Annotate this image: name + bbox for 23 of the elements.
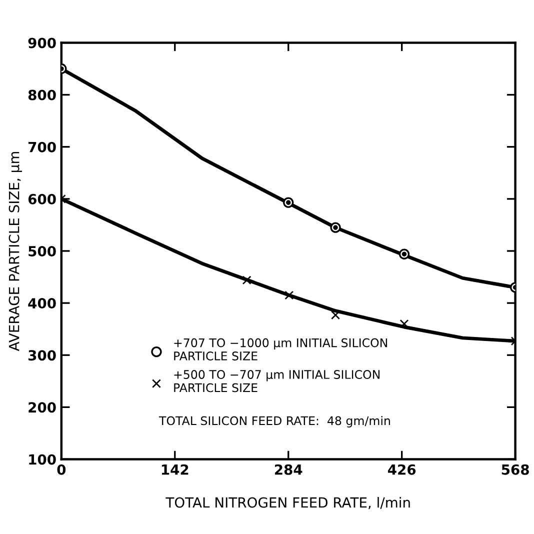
legend-label: +707 TO −1000 µm INITIAL SILICON PARTICLE SIZE (174, 338, 388, 360)
y-tick-label: 900 (28, 38, 56, 48)
point (331, 310, 340, 320)
y-tick-label: 300 (28, 350, 56, 361)
y-tick-label: 500 (28, 246, 56, 256)
y-axis-title: AVERAGE PARTICLE SIZE, µm (8, 152, 22, 352)
x-tick-label: 0 (57, 464, 66, 475)
y-tick-label: 800 (28, 90, 56, 100)
y-tick-label: 200 (28, 402, 56, 413)
y-tick-label: 400 (28, 298, 56, 309)
legend-label: +500 TO −707 µm INITIAL SILICON PARTICLE SIZE (174, 370, 380, 392)
x-tick-label: 568 (502, 464, 529, 475)
y-tick-label: 700 (28, 142, 56, 152)
x-tick-label: 426 (388, 464, 416, 475)
point (242, 276, 252, 285)
y-tick-label: 600 (28, 194, 56, 204)
x-axis-title: TOTAL NITROGEN FEED RATE, l/min (166, 496, 410, 510)
point (400, 319, 409, 328)
point (284, 290, 294, 300)
y-tick-label: 100 (29, 454, 56, 465)
x-tick-label: 284 (274, 464, 302, 475)
annotation: TOTAL SILICON FEED RATE: 48 gm/min (158, 416, 390, 428)
x-tick-label: 142 (162, 464, 188, 475)
